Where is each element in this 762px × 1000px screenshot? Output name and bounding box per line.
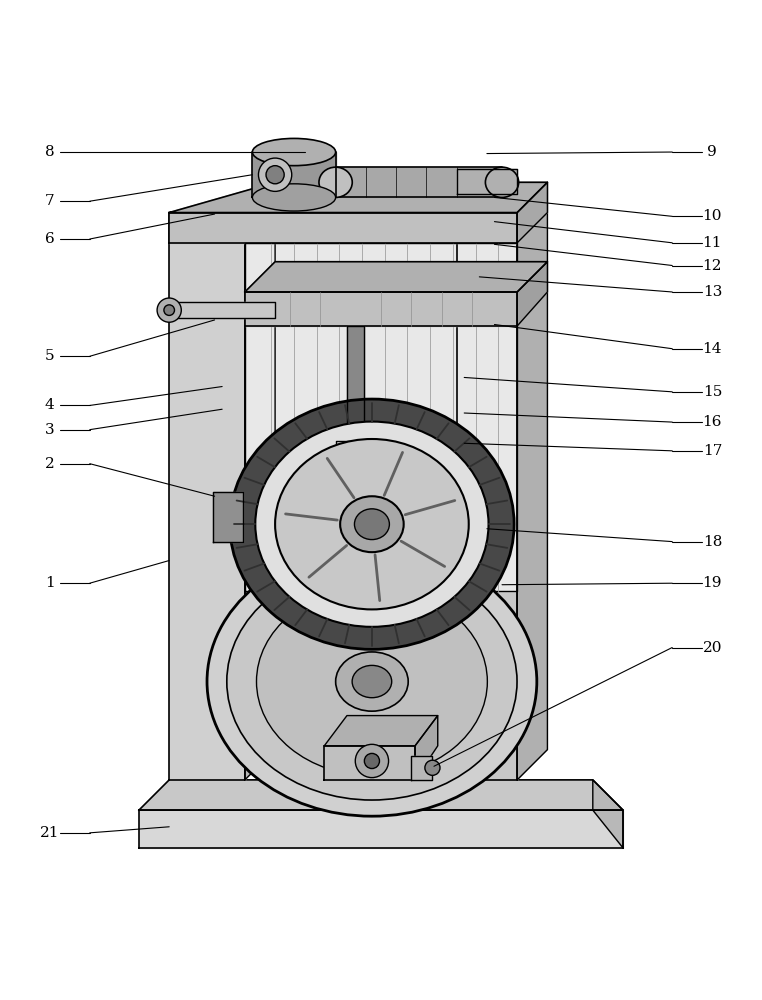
Ellipse shape xyxy=(255,422,488,627)
Text: 10: 10 xyxy=(703,209,722,223)
Polygon shape xyxy=(169,213,245,780)
Ellipse shape xyxy=(258,158,292,191)
Polygon shape xyxy=(169,302,275,318)
Polygon shape xyxy=(517,262,547,326)
Polygon shape xyxy=(593,780,623,848)
Ellipse shape xyxy=(257,587,488,776)
Ellipse shape xyxy=(340,496,404,552)
Text: 4: 4 xyxy=(45,398,55,412)
Polygon shape xyxy=(347,326,364,447)
Polygon shape xyxy=(415,716,437,780)
Ellipse shape xyxy=(275,439,469,609)
Ellipse shape xyxy=(425,760,440,775)
Ellipse shape xyxy=(164,305,174,315)
Ellipse shape xyxy=(364,753,379,769)
Polygon shape xyxy=(411,756,433,780)
Text: 15: 15 xyxy=(703,385,722,399)
Ellipse shape xyxy=(355,744,389,778)
Polygon shape xyxy=(139,810,623,848)
Polygon shape xyxy=(252,152,335,197)
Text: 1: 1 xyxy=(45,576,55,590)
Ellipse shape xyxy=(207,547,536,816)
Ellipse shape xyxy=(352,665,392,698)
Polygon shape xyxy=(456,213,517,780)
Text: 16: 16 xyxy=(703,415,722,429)
Text: 14: 14 xyxy=(703,342,722,356)
Text: 17: 17 xyxy=(703,444,722,458)
Text: 18: 18 xyxy=(703,535,722,549)
Ellipse shape xyxy=(252,138,335,166)
Text: 12: 12 xyxy=(703,259,722,273)
Text: 20: 20 xyxy=(703,641,722,655)
Polygon shape xyxy=(335,167,502,197)
Polygon shape xyxy=(456,169,517,194)
Polygon shape xyxy=(213,492,243,542)
Polygon shape xyxy=(517,182,547,243)
Ellipse shape xyxy=(485,167,519,197)
Text: 2: 2 xyxy=(45,457,55,471)
Ellipse shape xyxy=(266,166,284,184)
Text: 5: 5 xyxy=(45,349,55,363)
Text: 9: 9 xyxy=(707,145,717,159)
Polygon shape xyxy=(325,746,415,780)
Polygon shape xyxy=(169,182,547,213)
Text: 19: 19 xyxy=(703,576,722,590)
Text: 11: 11 xyxy=(703,236,722,250)
Polygon shape xyxy=(245,243,517,591)
Polygon shape xyxy=(335,441,373,458)
Text: 3: 3 xyxy=(45,423,55,437)
Ellipse shape xyxy=(229,399,514,649)
Ellipse shape xyxy=(227,563,517,800)
Polygon shape xyxy=(139,780,623,810)
Polygon shape xyxy=(517,182,547,780)
Ellipse shape xyxy=(335,652,408,711)
Polygon shape xyxy=(245,262,547,292)
Text: 6: 6 xyxy=(45,232,55,246)
Ellipse shape xyxy=(157,298,181,322)
Polygon shape xyxy=(169,213,517,243)
Text: 8: 8 xyxy=(45,145,55,159)
Text: 13: 13 xyxy=(703,285,722,299)
Ellipse shape xyxy=(354,509,389,540)
Polygon shape xyxy=(245,292,517,326)
Text: 21: 21 xyxy=(40,826,59,840)
Ellipse shape xyxy=(252,184,335,211)
Polygon shape xyxy=(325,716,437,746)
Text: 7: 7 xyxy=(45,194,55,208)
Ellipse shape xyxy=(319,167,352,197)
Polygon shape xyxy=(245,182,275,780)
